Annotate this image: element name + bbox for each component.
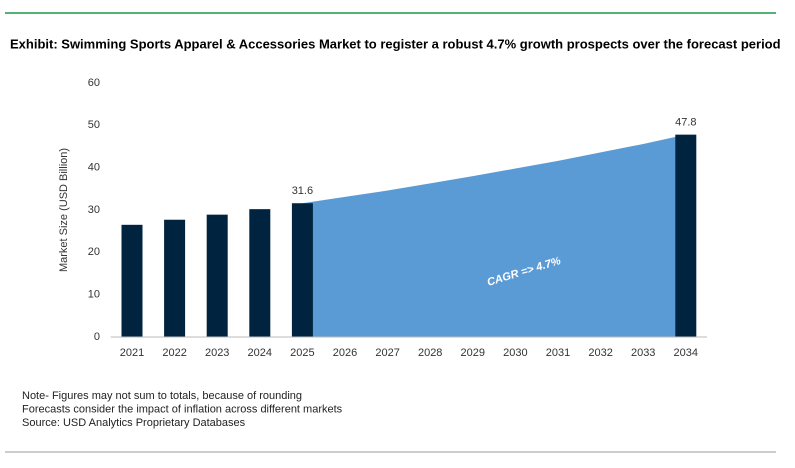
y-tick-label: 50 (88, 119, 100, 131)
x-tick-label: 2032 (588, 347, 612, 359)
x-tick-label: 2026 (333, 347, 357, 359)
bar (291, 203, 313, 337)
x-tick-label: 2021 (120, 347, 144, 359)
bar (121, 224, 143, 337)
bar (675, 134, 697, 337)
x-tick-label: 2027 (375, 347, 399, 359)
note: Forecasts consider the impact of inflati… (22, 403, 343, 415)
y-tick-label: 60 (88, 77, 100, 89)
y-tick-label: 40 (88, 162, 100, 174)
y-tick-label: 20 (88, 246, 100, 258)
bar (206, 214, 228, 337)
x-tick-label: 2030 (503, 347, 527, 359)
x-tick-label: 2028 (418, 347, 442, 359)
bar (249, 209, 271, 337)
y-tick-label: 0 (94, 331, 100, 343)
forecast-area (302, 134, 686, 337)
x-tick-label: 2033 (631, 347, 655, 359)
note: Note- Figures may not sum to totals, bec… (22, 390, 302, 402)
y-tick-label: 10 (88, 289, 100, 301)
x-tick-label: 2031 (546, 347, 570, 359)
x-tick-label: 2025 (290, 347, 314, 359)
note: Source: USD Analytics Proprietary Databa… (22, 417, 246, 429)
x-tick-label: 2022 (162, 347, 186, 359)
x-tick-label: 2029 (461, 347, 485, 359)
chart-title: Exhibit: Swimming Sports Apparel & Acces… (10, 36, 781, 51)
data-label: 31.6 (292, 185, 313, 197)
x-tick-label: 2034 (674, 347, 698, 359)
y-tick-label: 30 (88, 204, 100, 216)
data-label: 47.8 (675, 117, 696, 129)
y-axis-label: Market Size (USD Billion) (58, 148, 70, 272)
bar (164, 219, 186, 337)
x-tick-label: 2023 (205, 347, 229, 359)
x-tick-label: 2024 (248, 347, 272, 359)
